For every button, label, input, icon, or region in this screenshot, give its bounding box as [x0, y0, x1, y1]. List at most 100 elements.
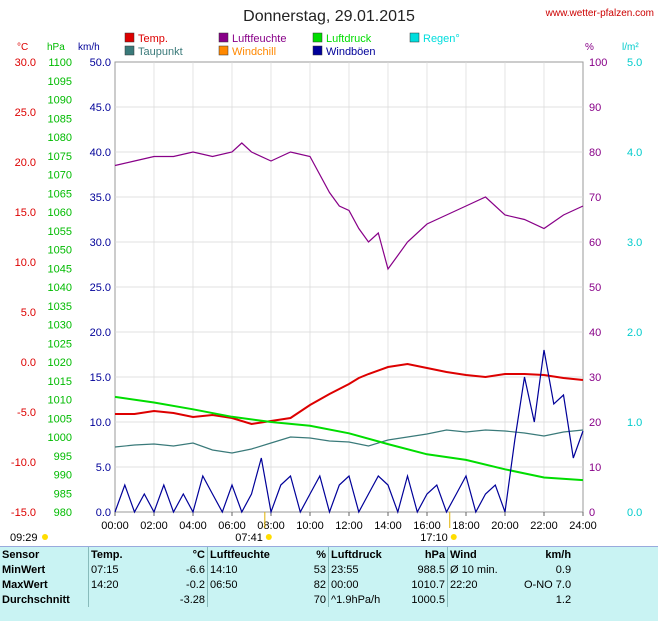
y-tick-label: 70	[589, 192, 601, 204]
stats-temp-value: -3.28	[179, 593, 205, 606]
stats-temp-time	[88, 592, 163, 607]
sun-icon	[265, 534, 272, 540]
x-tick-label: 16:00	[413, 520, 441, 532]
y-tick-label: 45.0	[90, 102, 111, 114]
legend-item: Regen°	[409, 32, 460, 45]
stats-temp-time: 07:15	[88, 562, 163, 577]
y-tick-label: 4.0	[627, 147, 642, 159]
legend-item: Temp.	[124, 32, 168, 45]
stats-row-label: MinWert	[2, 563, 46, 576]
series-line	[114, 429, 584, 454]
legend-swatch	[409, 32, 420, 43]
y-tick-label: 990	[54, 470, 72, 482]
site-url: www.wetter-pfalzen.com	[545, 8, 654, 19]
y-tick-label: 1035	[48, 301, 72, 313]
stats-press-time: 23:55	[328, 562, 403, 577]
stats-temp-value: -6.6	[186, 563, 205, 576]
stats-hum-value: 82	[313, 578, 326, 591]
x-tick-label: 20:00	[491, 520, 519, 532]
y-tick-label: 40	[589, 327, 601, 339]
stats-press-value: 988.5	[417, 563, 445, 576]
y-tick-label: 1005	[48, 413, 72, 425]
y-tick-label: 5.0	[21, 307, 36, 319]
stats-wind-time	[447, 592, 522, 607]
stats-header-press: Luftdruck	[328, 547, 403, 562]
y-tick-label: 1100	[48, 57, 72, 69]
y-tick-label: 10.0	[15, 257, 36, 269]
legend-item: Taupunkt	[124, 45, 183, 58]
y-tick-label: 5.0	[96, 462, 111, 474]
x-tick-label: 18:00	[452, 520, 480, 532]
stats-hum-time: 14:10	[207, 562, 282, 577]
y-tick-label: 30	[589, 372, 601, 384]
y-tick-label: 35.0	[90, 192, 111, 204]
stats-wind-value: 1.2	[555, 593, 572, 606]
stats-header-temp: Temp.	[88, 547, 163, 562]
stats-row-label: Durchschnitt	[2, 593, 70, 606]
y-tick-label: 1090	[48, 95, 72, 107]
y-tick-label: 1060	[48, 207, 72, 219]
y-tick-label: 1025	[48, 338, 72, 350]
legend-label: Windböen	[326, 46, 376, 58]
y-tick-label: 985	[54, 488, 72, 500]
x-tick-label: 12:00	[335, 520, 363, 532]
y-tick-label: -15.0	[11, 507, 36, 519]
stats-row-min: MinWert 07:15 -6.6 14:10 53 23:55 988.5 …	[0, 562, 573, 577]
stats-hum-value: 53	[313, 563, 326, 576]
wind-unit-label: km/h	[78, 42, 100, 53]
y-tick-label: 60	[589, 237, 601, 249]
legend-item: Windchill	[218, 45, 276, 58]
y-tick-label: 25.0	[15, 107, 36, 119]
stats-header-temp-unit: °C	[192, 548, 205, 561]
y-tick-label: 1080	[48, 132, 72, 144]
y-tick-label: 50.0	[90, 57, 111, 69]
y-tick-label: 1000	[48, 432, 72, 444]
y-tick-label: 5.0	[627, 57, 642, 69]
series-line	[114, 349, 584, 515]
stats-temp-value: -0.2	[186, 578, 205, 591]
y-tick-label: 1010	[48, 395, 72, 407]
legend-label: Luftfeuchte	[232, 33, 286, 45]
y-tick-label: 50	[589, 282, 601, 294]
y-tick-label: 100	[589, 57, 607, 69]
y-tick-label: 1070	[48, 170, 72, 182]
stats-wind-time: Ø 10 min.	[447, 562, 522, 577]
legend-label: Taupunkt	[138, 46, 183, 58]
left-time-marker: 09:29	[10, 532, 48, 544]
stats-wind-value: 0.9	[555, 563, 572, 576]
y-tick-label: 15.0	[15, 207, 36, 219]
stats-row-max: MaxWert 14:20 -0.2 06:50 82 00:00 1010.7…	[0, 577, 573, 592]
y-tick-label: 1065	[48, 188, 72, 200]
legend-swatch	[218, 45, 229, 56]
y-tick-label: 80	[589, 147, 601, 159]
y-tick-label: 10	[589, 462, 601, 474]
x-tick-label: 24:00	[569, 520, 597, 532]
y-tick-label: 1085	[48, 113, 72, 125]
legend-label: Windchill	[232, 46, 276, 58]
legend-swatch	[312, 45, 323, 56]
y-tick-label: 980	[54, 507, 72, 519]
stats-header-press-unit: hPa	[424, 548, 445, 561]
stats-press-time: 00:00	[328, 577, 403, 592]
grid	[114, 61, 584, 513]
x-tick-label: 02:00	[140, 520, 168, 532]
temp-unit-label: °C	[17, 42, 28, 53]
stats-header-hum: Luftfeuchte	[207, 547, 282, 562]
chart-title: Donnerstag, 29.01.2015	[243, 8, 415, 25]
y-tick-label: 1015	[48, 376, 72, 388]
x-axis: 00:00 02:00 04:00 06:00 08:00 10:00 12:00 14:00…	[101, 512, 597, 532]
legend-label: Luftdruck	[326, 33, 372, 45]
y-tick-label: 10.0	[90, 417, 111, 429]
press-unit-label: hPa	[47, 42, 65, 53]
stats-press-value: 1000.5	[411, 593, 445, 606]
x-tick-label: 00:00	[101, 520, 129, 532]
y-tick-label: 15.0	[90, 372, 111, 384]
stats-panel: Sensor Temp. °C Luftfeuchte % Luftdruck …	[0, 546, 658, 621]
stats-hum-time: 06:50	[207, 577, 282, 592]
y-tick-label: 995	[54, 451, 72, 463]
weather-chart: Donnerstag, 29.01.2015 www.wetter-pfalze…	[10, 8, 654, 544]
y-tick-label: 20.0	[90, 327, 111, 339]
sun-icon	[42, 534, 48, 540]
legend-label: Regen°	[423, 33, 460, 45]
stats-temp-time: 14:20	[88, 577, 163, 592]
